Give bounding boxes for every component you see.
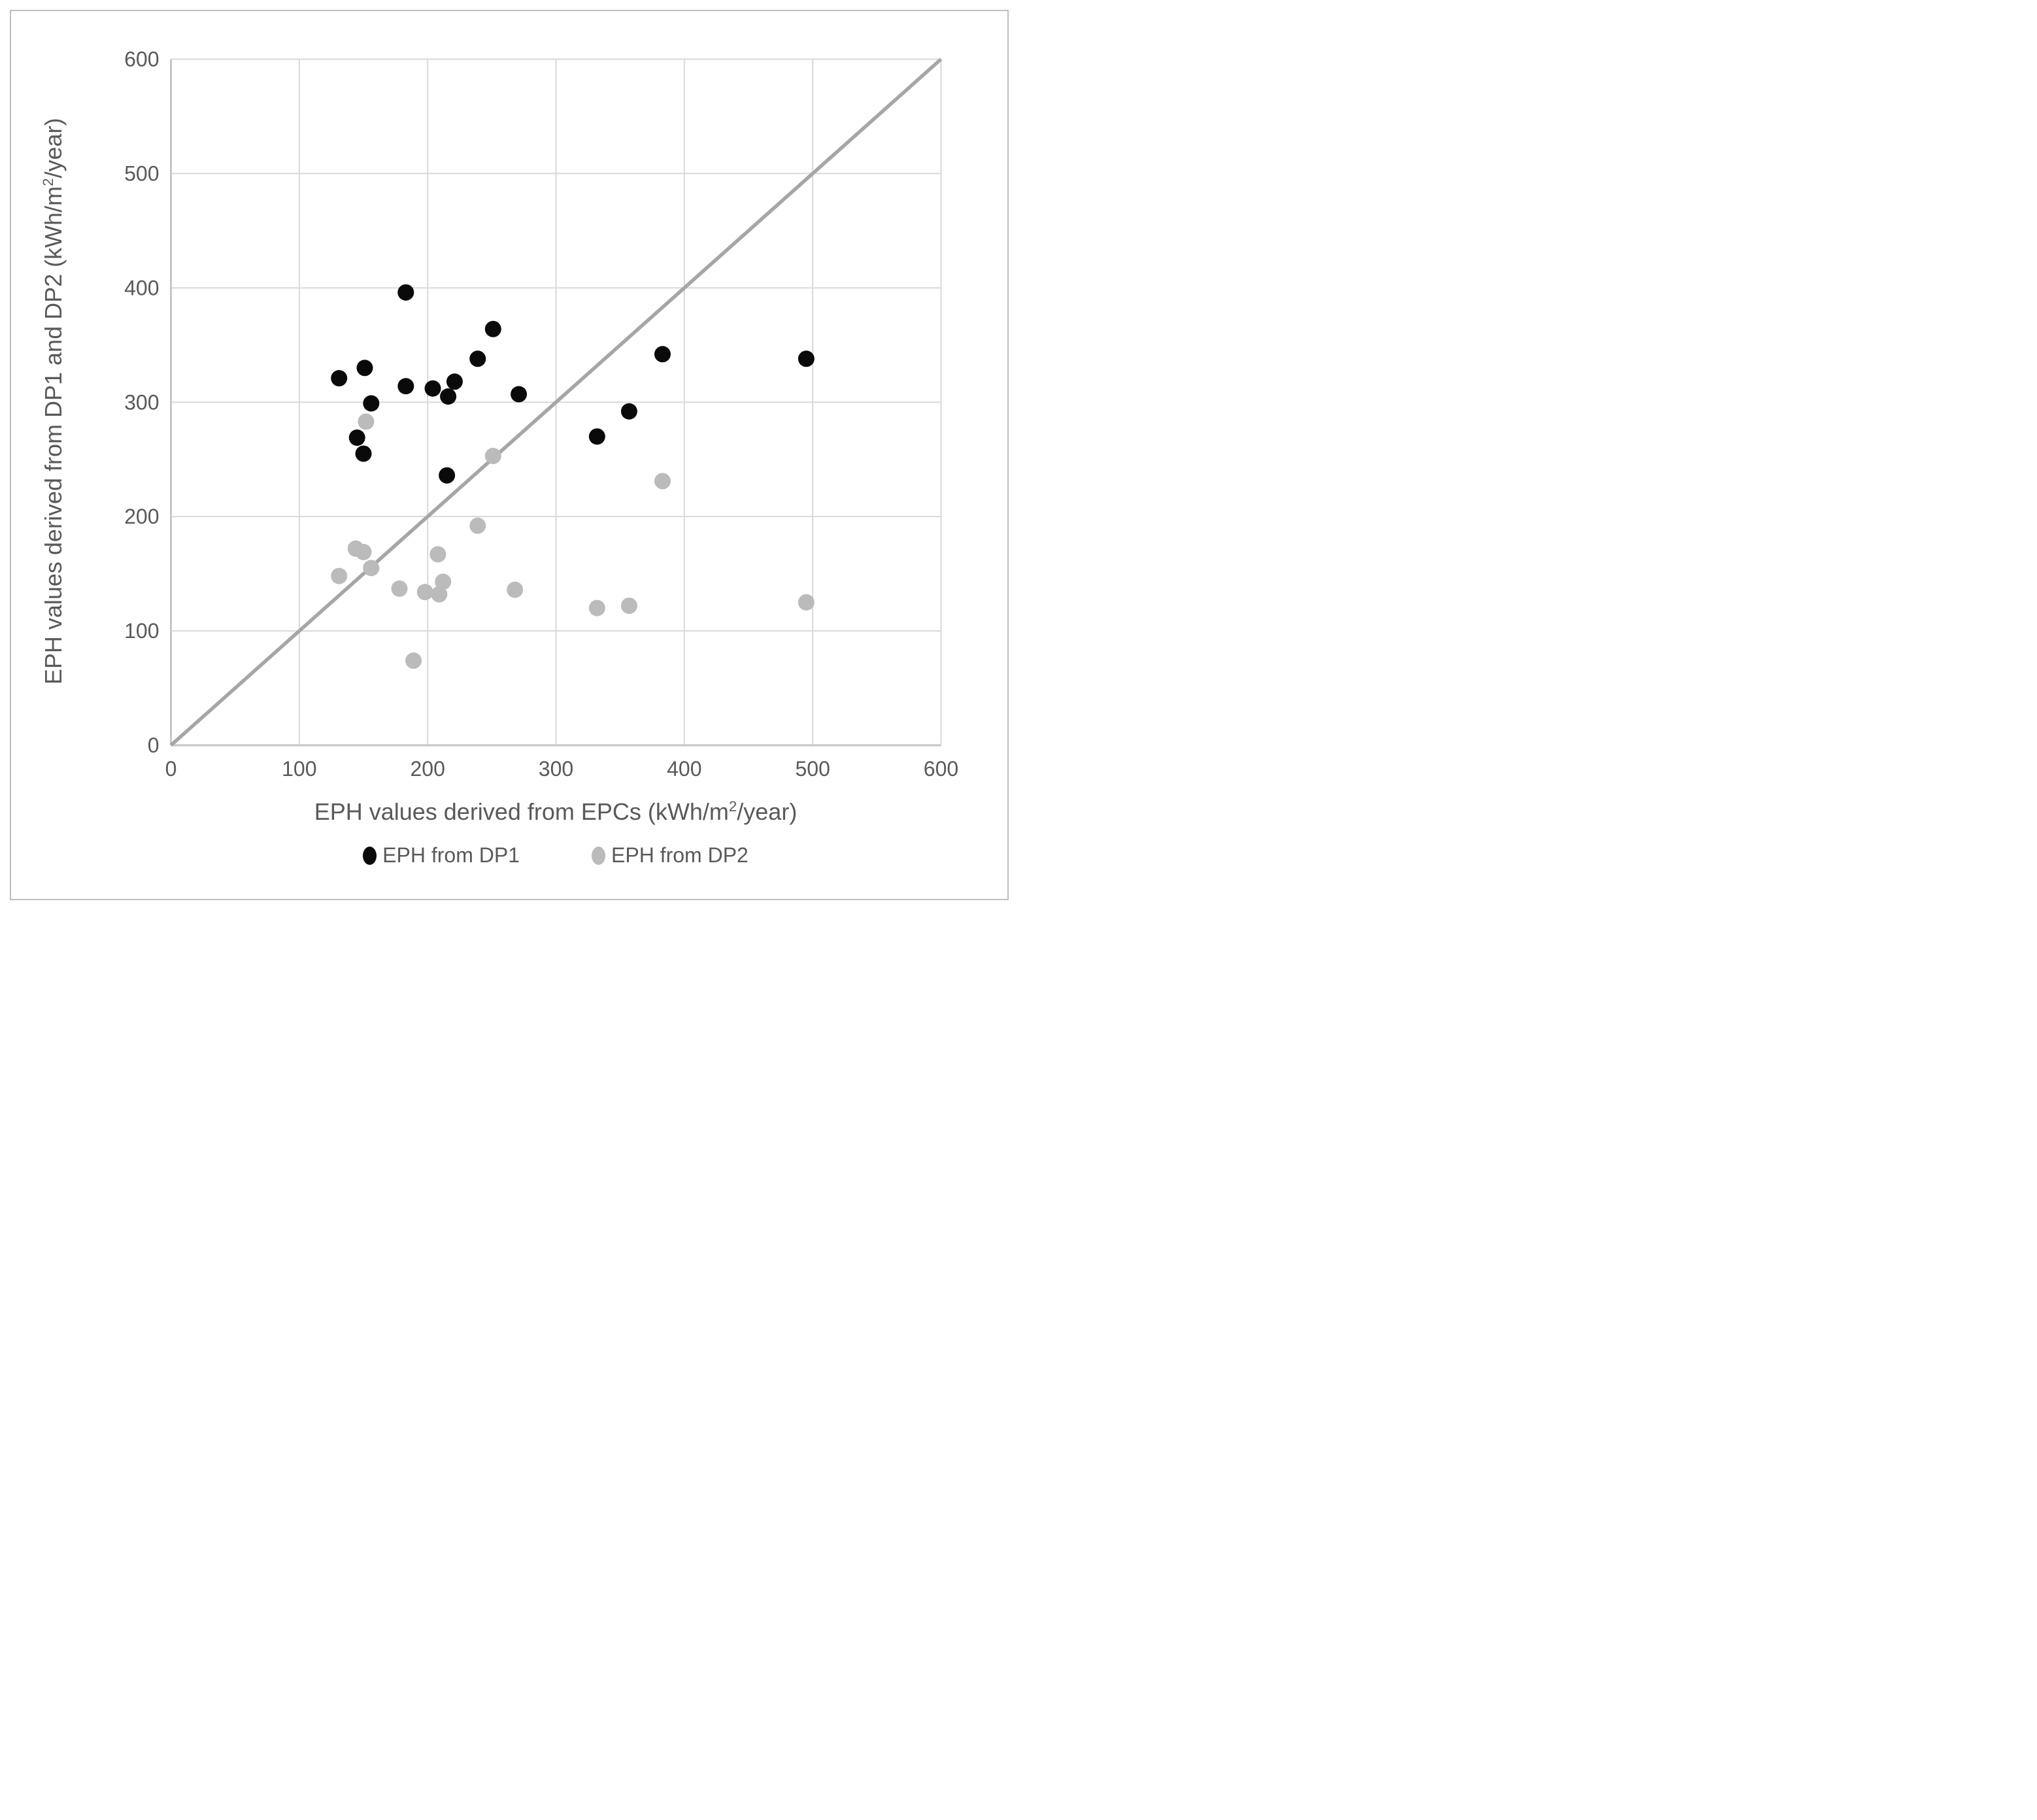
dp2-point xyxy=(507,581,524,598)
dp1-point xyxy=(511,386,528,403)
x-tick-label: 500 xyxy=(795,757,830,781)
dp1-point xyxy=(440,388,457,405)
y-tick-label: 500 xyxy=(124,161,159,185)
x-tick-label: 0 xyxy=(165,757,177,781)
dp2-point xyxy=(798,594,815,611)
dp2-point xyxy=(654,473,671,490)
dp1-point xyxy=(446,373,463,390)
x-tick-label: 600 xyxy=(924,757,958,781)
legend-item-dp1-label: EPH from DP1 xyxy=(382,843,520,867)
dp1-point xyxy=(363,395,380,412)
dp1-point xyxy=(469,350,486,367)
dp1-point xyxy=(356,360,373,377)
x-tick-label: 200 xyxy=(410,757,445,781)
scatter-chart-figure: 0 100 200 300 400 500 600 0 100 200 300 400 500 600 E… xyxy=(0,0,1018,910)
dp2-point xyxy=(416,584,433,601)
legend-item-dp2: EPH from DP2 xyxy=(592,843,749,868)
y-tick-label: 0 xyxy=(148,733,160,757)
dp1-point xyxy=(397,378,414,395)
x-axis-title-unit-tail: /year) xyxy=(737,798,798,825)
dp1-point xyxy=(439,467,456,484)
x-tick-label: 100 xyxy=(282,757,316,781)
dp2-point xyxy=(435,573,452,590)
dp2-point xyxy=(429,546,446,563)
y-tick-label: 100 xyxy=(124,619,159,643)
chart-legend: EPH from DP1 EPH from DP2 xyxy=(171,843,941,868)
dp2-legend-marker-icon xyxy=(592,846,605,865)
plot-svg: 0 100 200 300 400 500 600 0 100 200 300 400 500 600 xyxy=(124,48,958,781)
legend-item-dp2-label: EPH from DP2 xyxy=(611,843,749,867)
y-axis-title: EPH values derived from DP1 and DP2 (kWh… xyxy=(40,58,67,745)
y-axis-title-text: EPH values derived from DP1 and DP2 (kWh… xyxy=(40,186,67,685)
dp1-point xyxy=(798,350,815,367)
x-tick-label: 300 xyxy=(539,757,573,781)
legend-item-dp1: EPH from DP1 xyxy=(363,843,520,868)
dp1-point xyxy=(620,403,637,420)
dp2-point xyxy=(391,580,408,597)
identity-line xyxy=(169,58,943,747)
dp2-point xyxy=(484,447,501,464)
dp2-point xyxy=(355,543,372,560)
y-axis-title-unit-tail: /year) xyxy=(40,118,67,178)
dp2-point xyxy=(431,586,448,603)
dp1-point xyxy=(588,428,605,445)
y-tick-label: 200 xyxy=(124,505,159,528)
dp1-point xyxy=(654,346,671,363)
dp2-point xyxy=(469,517,486,534)
y-tick-label: 600 xyxy=(124,48,159,71)
dp1-point xyxy=(424,380,441,397)
y-tick-label: 300 xyxy=(124,390,159,414)
dp2-point xyxy=(588,599,605,616)
dp1-point xyxy=(348,429,365,446)
dp2-point xyxy=(331,567,348,584)
figure-border xyxy=(10,10,1009,900)
dp1-point xyxy=(484,320,501,337)
y-axis-title-superscript: 2 xyxy=(40,178,57,186)
dp1-point xyxy=(331,370,348,387)
dp2-point xyxy=(405,652,422,669)
x-tick-label: 400 xyxy=(667,757,701,781)
dp1-legend-marker-icon xyxy=(363,846,377,865)
x-axis-title: EPH values derived from EPCs (kWh/m2/yea… xyxy=(171,799,941,825)
dp2-point xyxy=(620,598,637,615)
x-axis-title-text: EPH values derived from EPCs (kWh/m xyxy=(314,798,729,825)
dp1-point xyxy=(397,284,414,301)
x-axis-title-superscript: 2 xyxy=(728,798,737,815)
y-tick-label: 400 xyxy=(124,276,159,299)
dp2-point xyxy=(363,560,380,577)
dp2-point xyxy=(358,413,375,430)
dp1-point xyxy=(355,445,372,462)
